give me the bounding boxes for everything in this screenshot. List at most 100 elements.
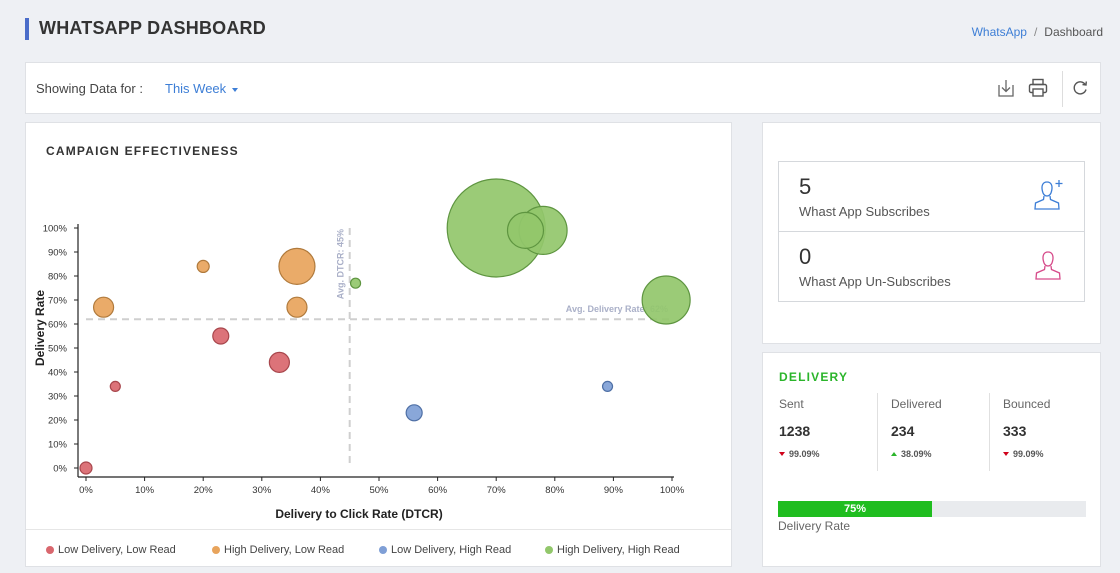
bubble-point [109,380,121,392]
avg-dtcr-label: Avg. DTCR: 45% [336,229,346,299]
chart-legend: Low Delivery, Low Read High Delivery, Lo… [26,529,731,567]
stat-label: Bounced [1003,397,1051,411]
stat-label: Sent [779,397,804,411]
bubble-point [506,211,545,250]
bubble-point [212,327,230,345]
trend-up-icon [891,452,897,456]
legend-label: High Delivery, High Read [557,544,680,556]
delivery-rate-caption: Delivery Rate [778,519,851,533]
refresh-icon [1073,81,1087,95]
user-add-icon [1034,180,1063,210]
avg-delivery-label: Avg. Delivery Rate: 62% [566,304,668,314]
y-tick-label: 90% [48,248,68,259]
stat-sent: Sent 1238 99.09% [779,393,879,471]
bubble-point [278,247,316,285]
breadcrumb: WhatsApp / Dashboard [972,25,1103,39]
download-button[interactable] [994,76,1018,100]
bubble-point [286,296,308,318]
unsubscribes-count: 0 [799,244,812,269]
x-tick-label: 30% [252,485,272,496]
stat-value: 1238 [779,423,811,439]
x-tick-label: 10% [135,485,155,496]
stat-label: Delivered [891,397,942,411]
legend-label: High Delivery, Low Read [224,544,345,556]
delivery-title: DELIVERY [779,370,849,384]
x-tick-label: 70% [487,485,507,496]
bubble-chart: 0% 10% 20% 30% 40% 50% 60% 70% 80% 90% 100% 0% 10% 20… [33,178,691,521]
delivery-rate-bar: 75% [778,501,1086,517]
y-tick-label: 20% [48,416,68,427]
y-tick-label: 10% [48,440,68,451]
x-tick-label: 100% [660,485,685,496]
refresh-button[interactable] [1068,76,1092,100]
campaign-title: CAMPAIGN EFFECTIVENESS [46,144,239,158]
bubble-point [641,275,691,325]
bubble-point [349,277,362,289]
stat-bounced: Bounced 333 99.09% [989,393,1089,471]
stat-change-value: 99.09% [1013,449,1044,459]
legend-label: Low Delivery, Low Read [58,544,176,556]
print-button[interactable] [1026,76,1050,100]
title-accent-bar [25,18,29,40]
x-axis-title: Delivery to Click Rate (DTCR) [275,507,442,521]
breadcrumb-separator: / [1033,25,1038,39]
page-title: WHATSAPP DASHBOARD [39,18,266,38]
y-tick-label: 50% [48,344,68,355]
period-dropdown[interactable]: This Week [165,81,239,96]
stat-change: 38.09% [891,449,932,459]
user-remove-icon [1035,251,1061,280]
subscribes-box: 5 Whast App Subscribes [778,161,1085,232]
stat-change: 99.09% [1003,449,1044,459]
y-tick-label: 70% [48,296,68,307]
x-tick-label: 20% [194,485,214,496]
legend-dot [212,546,220,554]
x-tick-label: 50% [369,485,389,496]
bubble-point [92,296,115,318]
bubble-point [79,461,93,475]
page-header: WHATSAPP DASHBOARD WhatsApp / Dashboard [25,16,1103,42]
breadcrumb-link-whatsapp[interactable]: WhatsApp [971,25,1027,39]
bubble-point [196,259,210,273]
trend-down-icon [1003,452,1009,456]
x-tick-label: 80% [545,485,565,496]
trend-down-icon [779,452,785,456]
bubble-point [601,380,614,392]
subscribers-card: 5 Whast App Subscribes 0 Whast App Un-Su… [762,122,1101,344]
y-tick-label: 0% [53,464,67,475]
legend-item-low-high[interactable]: Low Delivery, High Read [379,544,511,556]
stat-value: 234 [891,423,915,439]
legend-item-high-low[interactable]: High Delivery, Low Read [212,544,344,556]
delivery-rate-fill: 75% [778,501,932,517]
x-tick-label: 90% [604,485,624,496]
legend-dot [545,546,553,554]
toolbar-divider [1062,71,1063,107]
stat-value: 333 [1003,423,1027,439]
x-tick-label: 0% [79,485,93,496]
stat-change-value: 38.09% [901,449,932,459]
stat-change-value: 99.09% [789,449,820,459]
y-tick-label: 40% [48,368,68,379]
y-axis-title: Delivery Rate [33,290,47,366]
stat-delivered: Delivered 234 38.09% [877,393,977,471]
filter-label: Showing Data for : [36,81,143,96]
y-tick-label: 60% [48,320,68,331]
unsubscribes-box: 0 Whast App Un-Subscribes [778,231,1085,302]
bubble-point [268,351,290,373]
print-icon [1028,78,1048,97]
y-tick-label: 100% [43,224,68,235]
legend-item-high-high[interactable]: High Delivery, High Read [545,544,680,556]
period-dropdown-value: This Week [165,81,227,96]
campaign-effectiveness-card: CAMPAIGN EFFECTIVENESS 0% 10% 20% 30% 40% 50%… [25,122,732,567]
legend-item-low-low[interactable]: Low Delivery, Low Read [46,544,176,556]
caret-down-icon [232,87,239,92]
legend-dot [379,546,387,554]
subscribes-count: 5 [799,174,812,199]
unsubscribes-label: Whast App Un-Subscribes [799,274,951,289]
x-tick-label: 40% [311,485,331,496]
stat-change: 99.09% [779,449,820,459]
breadcrumb-current: Dashboard [1044,25,1103,39]
y-tick-label: 30% [48,392,68,403]
download-icon [998,80,1014,97]
legend-dot [46,546,54,554]
subscribes-label: Whast App Subscribes [799,204,930,219]
